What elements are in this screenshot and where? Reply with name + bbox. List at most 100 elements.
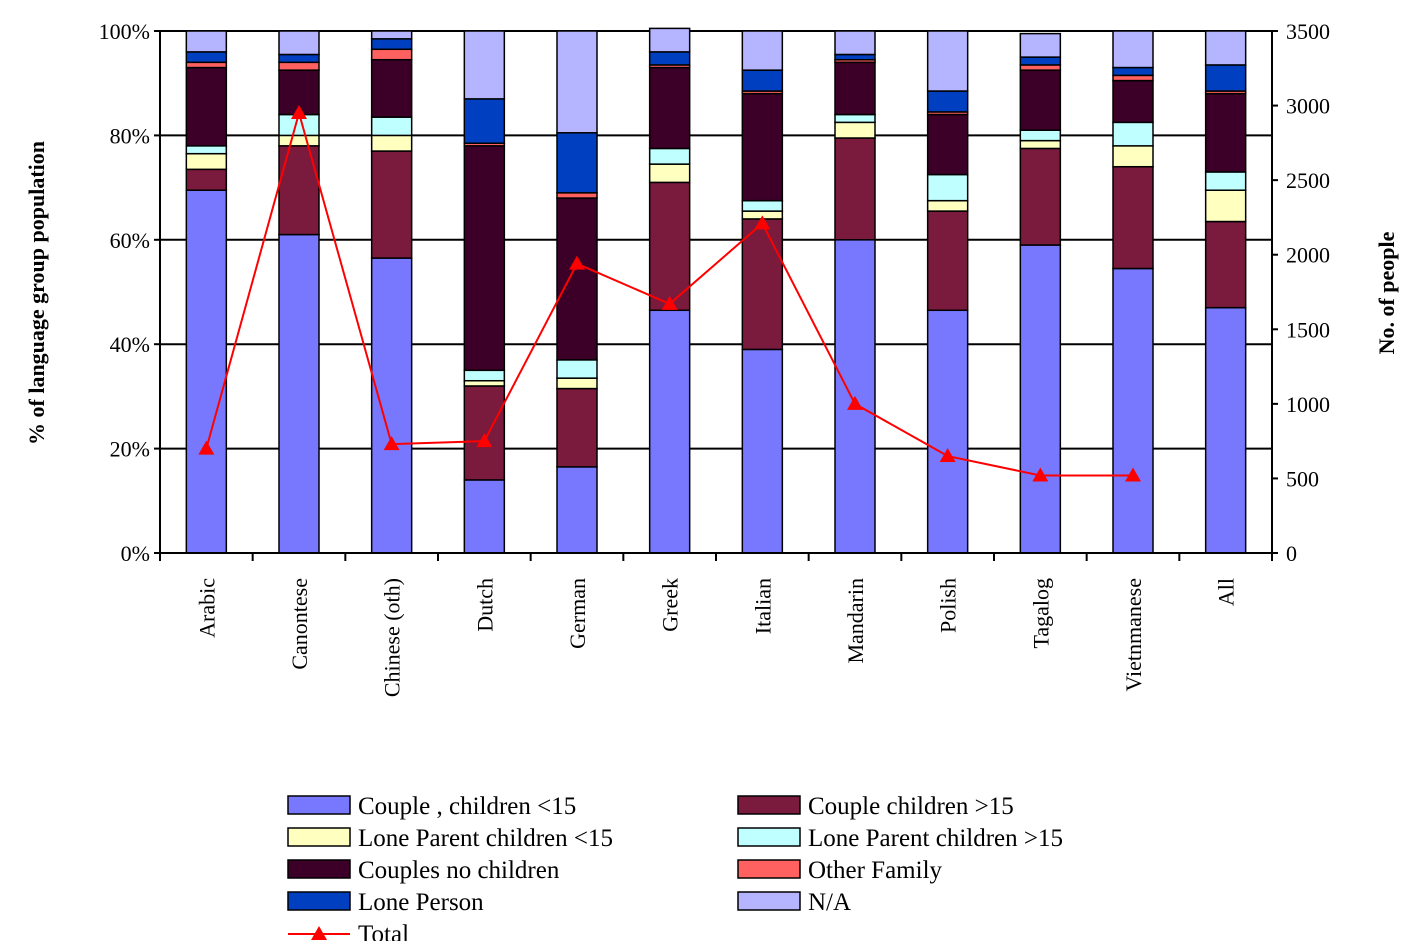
bar-segment: [556, 387, 598, 468]
bar-segment: [1019, 244, 1062, 554]
x-tick-label: Polish: [936, 578, 961, 633]
bar-segment: [741, 30, 784, 71]
x-tick-label: Mandarin: [843, 578, 868, 664]
x-tick-label: Dutch: [472, 578, 497, 632]
bar-segment: [834, 137, 876, 241]
x-tick-label: Arabic: [194, 578, 219, 638]
bar-segment: [926, 30, 969, 92]
legend-label: Couple children >15: [808, 793, 1014, 820]
bar-segment: [1112, 79, 1154, 124]
bar-segment: [1204, 30, 1247, 66]
legend-swatch: [287, 795, 351, 815]
x-tick-label: German: [565, 578, 590, 649]
x-tick-label: Vietnmanese: [1121, 578, 1146, 692]
y2-tick-label: 1000: [1286, 392, 1330, 417]
bar-segment: [370, 38, 413, 51]
bar-segment: [648, 181, 691, 312]
total-point: [847, 395, 863, 410]
bar-segment: [648, 163, 691, 184]
bar-segment: [370, 134, 413, 152]
legend-label: Lone Parent children >15: [808, 825, 1063, 852]
bar-segment: [741, 92, 784, 202]
bar-segment: [1112, 121, 1154, 147]
bar-segment: [185, 61, 228, 69]
bar-segment: [1112, 267, 1154, 554]
x-tick-label: Italian: [750, 578, 775, 634]
bar-segment: [648, 147, 691, 165]
bar-segment: [463, 30, 506, 100]
bar-segment: [278, 145, 320, 236]
legend-swatch: [287, 859, 351, 879]
bar-segment: [741, 69, 784, 92]
bar-segment: [926, 90, 969, 113]
bar-segment: [463, 145, 506, 372]
bar-segment: [1019, 147, 1062, 246]
bar-segment: [834, 53, 876, 61]
axes: 0% 20% 40% 60% 80% 100% 0 500 1000 1500 2000 2500 30…: [99, 19, 1330, 697]
total-point: [1125, 467, 1141, 482]
x-tick-label: All: [1214, 578, 1239, 606]
bar-segment: [278, 61, 320, 71]
bar-segment: [1112, 66, 1154, 77]
bar-segment: [1019, 129, 1062, 142]
bar-segment: [926, 210, 969, 312]
bar-segment: [926, 173, 969, 202]
y2-tick-label: 500: [1286, 466, 1319, 491]
x-tick-label: Canontese: [287, 578, 312, 670]
bar-segment: [926, 113, 969, 176]
bar-segment: [834, 30, 876, 56]
y2-tick-label: 2500: [1286, 168, 1330, 193]
x-tick-label: Greek: [658, 578, 683, 632]
bar-segment: [370, 30, 413, 40]
bar-segment: [648, 27, 691, 53]
bar-segment: [185, 51, 228, 64]
y2-axis-title: No. of people: [1374, 231, 1399, 354]
bar-segment: [370, 257, 413, 554]
bar-segment: [185, 152, 228, 171]
bar-segment: [278, 53, 320, 64]
bars: [185, 27, 1247, 554]
bar-segment: [834, 61, 876, 116]
bar-segment: [463, 98, 506, 144]
legend-label: Couples no children: [358, 857, 560, 884]
y2-tick-label: 3000: [1286, 94, 1330, 119]
y-axis-title: % of language group population: [24, 141, 49, 445]
bar-segment: [1204, 171, 1247, 191]
bar-segment: [556, 197, 598, 361]
bar-segment: [834, 121, 876, 139]
bar-segment: [370, 48, 413, 61]
bar-segment: [556, 359, 598, 379]
bar-segment: [741, 218, 784, 351]
bar-segment: [370, 116, 413, 137]
bar-segment: [648, 309, 691, 554]
legend-label: Lone Person: [358, 889, 484, 916]
bar-segment: [463, 385, 506, 481]
y-tick-label: 100%: [99, 19, 150, 44]
bar-segment: [370, 58, 413, 118]
y2-tick-label: 2000: [1286, 243, 1330, 268]
total-line: [198, 105, 1141, 482]
bar-segment: [1019, 56, 1062, 66]
legend-swatch: [737, 827, 801, 847]
x-tick-label: Tagalog: [1028, 578, 1053, 649]
bar-segment: [1204, 220, 1247, 309]
bar-segment: [926, 309, 969, 554]
bar-segment: [185, 30, 228, 53]
bar-segment: [741, 199, 784, 212]
bar-segment: [1204, 92, 1247, 173]
legend-swatch: [737, 859, 801, 879]
total-point: [754, 215, 771, 230]
bar-segment: [185, 145, 228, 155]
bar-segment: [1019, 69, 1062, 131]
y-tick-label: 40%: [110, 332, 150, 357]
bar-segment: [278, 233, 320, 554]
bar-segment: [1204, 64, 1247, 92]
bar-segment: [370, 150, 413, 259]
legend-swatch: [287, 891, 351, 911]
legend-swatch: [287, 827, 351, 847]
y-tick-label: 20%: [110, 437, 150, 462]
bar-segment: [556, 377, 598, 390]
legend-label: N/A: [808, 889, 851, 916]
bar-segment: [185, 66, 228, 147]
